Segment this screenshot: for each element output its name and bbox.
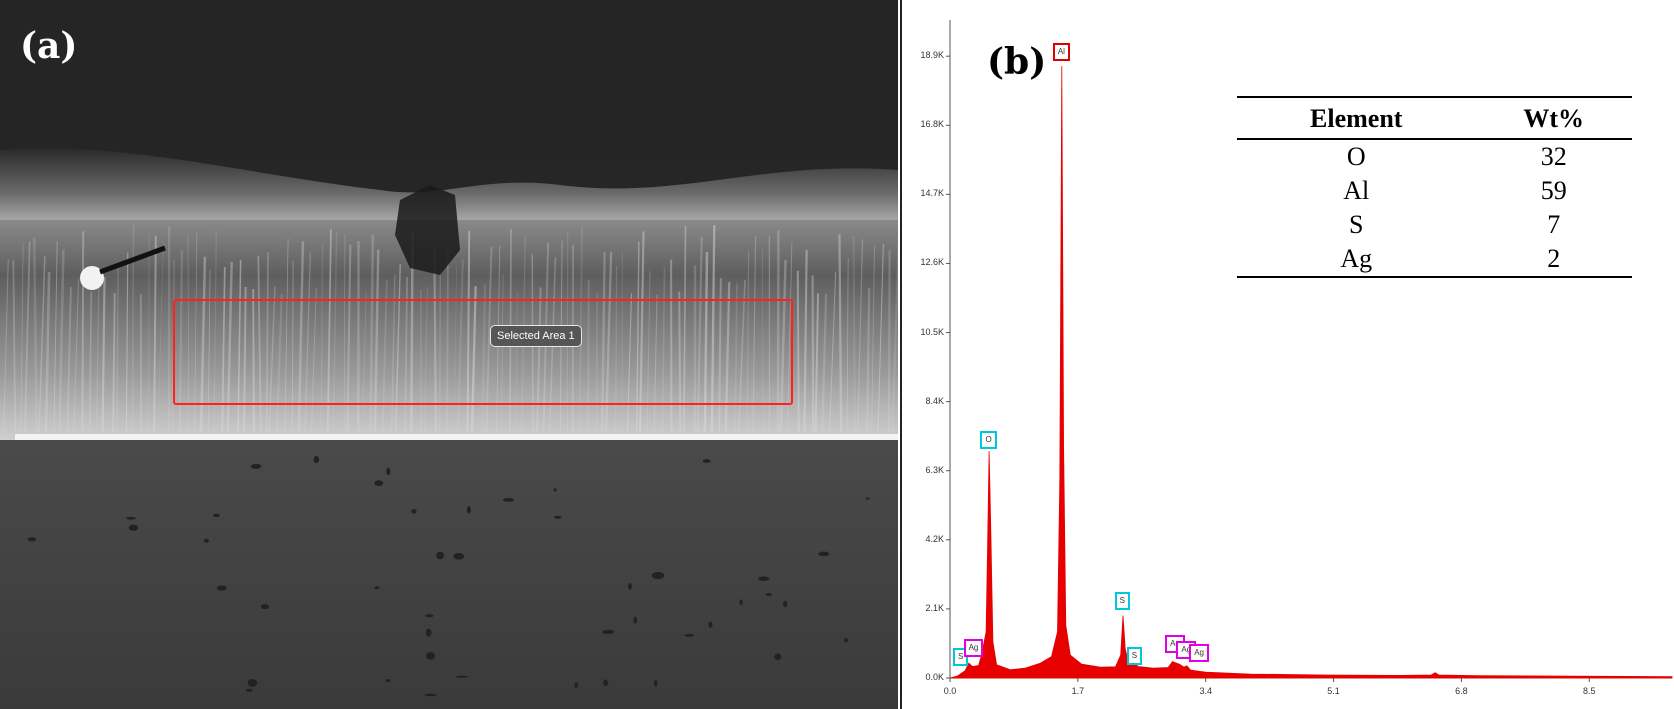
peak-label-s: S — [1126, 646, 1143, 665]
sem-image — [0, 148, 898, 709]
wt-cell: 32 — [1540, 142, 1567, 171]
element-cell: S — [1348, 210, 1364, 239]
peak-label-s: S — [1114, 592, 1130, 611]
eds-spectrum-chart — [946, 20, 1673, 682]
peak-label-o: O — [980, 431, 997, 450]
y-tick-label: 0.0K — [925, 672, 944, 682]
peak-label-al: Al — [1052, 42, 1070, 61]
wt-cell: 59 — [1540, 176, 1567, 205]
peak-label-ag: Ag — [963, 639, 984, 658]
selected-area-rectangle — [173, 299, 793, 405]
y-tick-label: 8.4K — [925, 395, 944, 406]
table-row: O 32 — [1237, 139, 1632, 174]
table-row: S 7 — [1237, 208, 1632, 242]
x-tick-label: 5.1 — [1327, 686, 1340, 696]
panel-a-label: (a) — [20, 25, 78, 67]
x-tick-label: 1.7 — [1071, 686, 1085, 696]
y-tick-label: 16.8K — [920, 119, 944, 130]
y-tick-label: 4.2K — [925, 533, 944, 544]
wt-cell: 2 — [1547, 244, 1561, 273]
element-cell: Ag — [1340, 244, 1373, 273]
y-tick-label: 18.9K — [920, 50, 944, 61]
eds-spectrum-panel: 0.0K 2.1K 4.2K 6.3K 8.4K 10.5K 12.6K 14.7K 16.8K… — [900, 0, 1674, 709]
header-wt-percent: Wt% — [1523, 104, 1585, 133]
x-tick-label: 8.5 — [1583, 686, 1596, 696]
y-tick-label: 2.1K — [925, 602, 944, 613]
table-header-row: Element Wt% — [1237, 97, 1632, 139]
y-tick-label: 12.6K — [920, 257, 944, 268]
composition-table: Element Wt% O 32 Al 59 S 7 Ag 2 — [1237, 96, 1632, 278]
header-element: Element — [1310, 104, 1403, 133]
selected-area-tag: Selected Area 1 — [490, 325, 582, 347]
x-tick-label: 6.8 — [1455, 686, 1468, 696]
table-row: Ag 2 — [1237, 242, 1632, 277]
wt-cell: 7 — [1547, 210, 1561, 239]
y-tick-label: 14.7K — [920, 188, 944, 199]
peak-label-ag: Ag — [1189, 644, 1209, 663]
panel-b-label: (b) — [987, 41, 1047, 83]
x-tick-label: 3.4 — [1199, 686, 1212, 696]
x-tick-label: 0.0 — [943, 686, 957, 696]
element-cell: O — [1346, 142, 1366, 171]
y-tick-label: 10.5K — [920, 326, 944, 337]
table-row: Al 59 — [1237, 174, 1632, 208]
sem-micrograph-panel: (a) Selected Area 1 — [0, 0, 898, 709]
element-cell: Al — [1343, 176, 1370, 205]
y-tick-label: 6.3K — [925, 464, 944, 475]
spectrum-area — [949, 66, 1673, 679]
